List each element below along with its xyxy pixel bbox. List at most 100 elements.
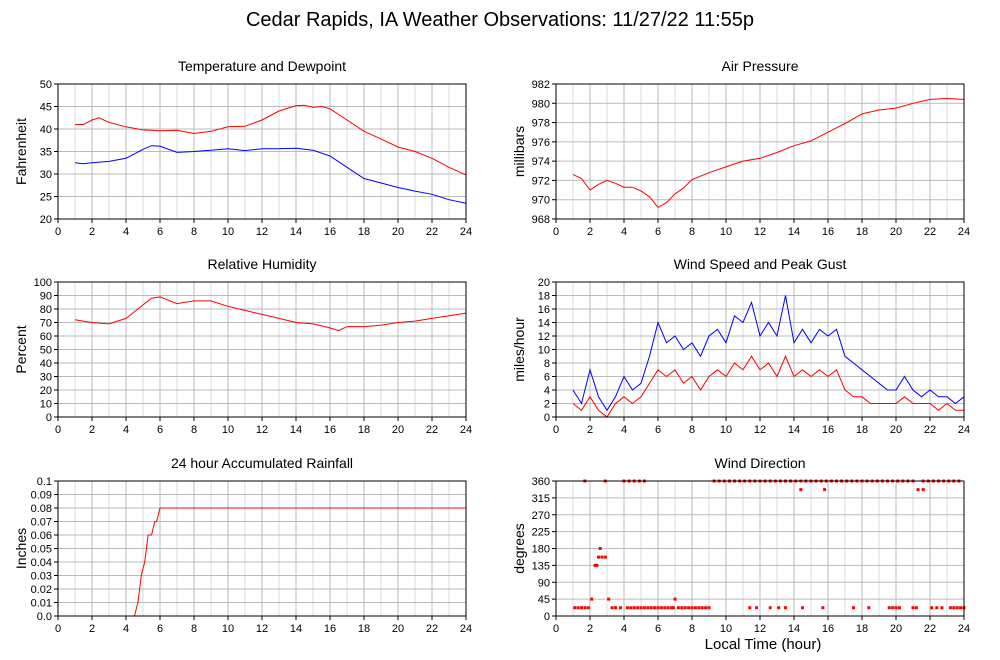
wind-ytick-label: 12 [538,331,550,343]
dir-point [663,606,667,610]
wind-ytick-label: 4 [544,385,550,397]
dir-point [948,606,952,610]
dir-point [653,606,657,610]
rain-ylabel: Inches [13,528,29,569]
wind-xtick-label: 2 [587,424,593,436]
rh-ytick-label: 10 [40,399,52,411]
rh-series-line-0 [74,296,467,332]
pres-xtick-label: 0 [553,226,559,238]
rh-ytick-label: 80 [40,304,52,316]
rh-ytick-label: 20 [40,385,52,397]
dir-point [573,606,577,610]
dir-xtick-label: 22 [924,623,936,635]
temp-xtick-label: 4 [123,226,129,238]
dir-point [955,606,959,610]
pres-grid [556,84,964,219]
rain-ytick-label: 0.01 [31,598,52,610]
temp-ytick-label: 35 [40,147,52,159]
rain-xtick-label: 4 [123,623,129,635]
dir-point [576,606,580,610]
rh-xtick-label: 0 [55,424,61,436]
pres-ytick-label: 978 [532,118,550,130]
rain-xtick-label: 12 [256,623,268,635]
dir-point [693,606,697,610]
dir-point [801,606,804,610]
temp-ytick-label: 45 [40,102,52,114]
dir-point [894,606,898,610]
temp-series-line-1 [74,145,467,204]
rh-ytick-label: 50 [40,345,52,357]
dir-point [897,606,901,610]
dir-xtick-label: 2 [587,623,593,635]
temp-ytick-label: 50 [40,79,52,91]
rain-xtick-label: 6 [157,623,163,635]
rh-xtick-label: 8 [191,424,197,436]
rain-ytick-label: 0.03 [31,571,52,583]
dir-point [755,606,759,610]
temp-ylabel: Fahrenheit [13,118,29,185]
dir-point [921,488,925,492]
rain-ytick-label: 0.08 [31,503,52,515]
dir-point [590,597,594,601]
dir-point [593,563,597,567]
wind-ytick-label: 2 [544,399,550,411]
temp-ytick-label: 20 [40,214,52,226]
dir-point [646,606,650,610]
rh-xtick-label: 10 [222,424,234,436]
wind-ytick-label: 20 [538,277,550,289]
pres-ytick-label: 982 [532,79,550,91]
wind-xtick-label: 24 [958,424,970,436]
rh-ytick-label: 70 [40,318,52,330]
temp-xtick-label: 22 [426,226,438,238]
dir-point [690,606,694,610]
wind-xtick-label: 14 [788,424,800,436]
wind-series-line-0 [572,295,965,412]
dir-point [619,606,623,610]
dir-point [911,606,915,610]
x-axis-caption: Local Time (hour) [704,636,822,653]
pres-xtick-label: 16 [822,226,834,238]
pres-ytick-label: 976 [532,137,550,149]
rh-xtick-label: 2 [89,424,95,436]
temp-ytick-label: 25 [40,192,52,204]
wind-xtick-label: 0 [553,424,559,436]
rh-xtick-label: 24 [460,424,472,436]
dir-ylabel: degrees [511,523,527,574]
dir-point [768,606,772,610]
dir-point [930,606,934,610]
dir-point [666,606,670,610]
pres-xtick-label: 20 [890,226,902,238]
wind-xtick-label: 18 [856,424,868,436]
dir-point [625,606,629,610]
dir-xtick-label: 0 [553,623,559,635]
rain-xtick-label: 10 [222,623,234,635]
dir-point [676,606,680,610]
wind-grid [556,282,964,417]
dir-xtick-label: 6 [655,623,661,635]
rh-xtick-label: 4 [123,424,129,436]
temp-xtick-label: 2 [89,226,95,238]
dir-title: Wind Direction [714,455,805,471]
dir-point [891,606,895,610]
dir-point [959,606,963,610]
temp-xtick-label: 12 [256,226,268,238]
wind-xtick-label: 20 [890,424,902,436]
rain-ytick-label: 0.02 [31,584,52,596]
rh-ytick-label: 60 [40,331,52,343]
dir-point [597,555,600,559]
pres-series-line-0 [572,97,965,209]
dir-ytick-label: 45 [538,594,550,606]
dir-point [867,606,871,610]
pres-xtick-label: 2 [587,226,593,238]
temp-ytick-label: 40 [40,124,52,136]
dir-ytick-label: 360 [532,476,550,488]
pres-xtick-label: 24 [958,226,970,238]
pres-ytick-label: 968 [532,214,550,226]
wind-ytick-label: 0 [544,412,550,424]
pres-xtick-label: 14 [788,226,800,238]
pres-ytick-label: 980 [532,98,550,110]
wind-ytick-label: 14 [538,318,550,330]
temp-xtick-label: 8 [191,226,197,238]
